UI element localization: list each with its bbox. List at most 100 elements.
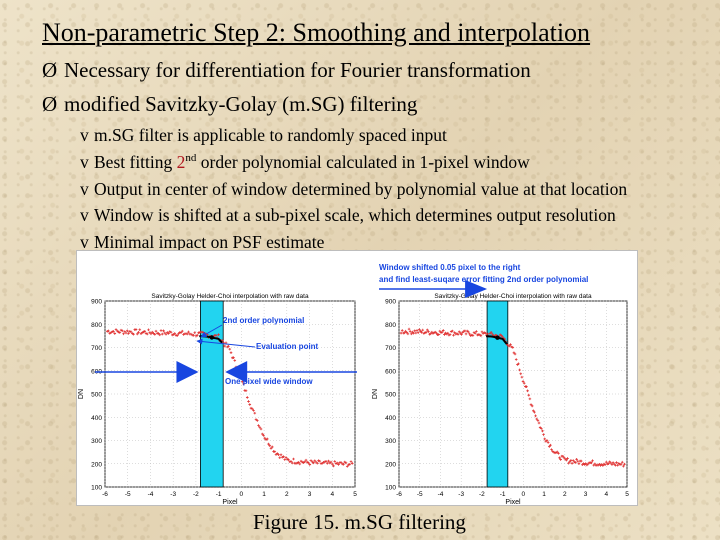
data-point [307,461,310,465]
data-point [162,329,165,333]
data-point [425,328,429,332]
msg-filtering-figure: -6 -5 -4 -3 -2 -1 0 1 2 3 4 5 100 200 300 400 500 600 700 8… [76,250,638,506]
subbullet-window-shift: v Window is shifted at a sub-pixel scale,… [80,205,616,225]
data-point [522,381,526,385]
data-point [329,460,333,464]
data-point [619,462,623,466]
data-point [277,453,280,457]
x-tick-label: 3 [308,491,312,498]
data-point [545,439,549,442]
data-point [546,441,550,444]
y-tick-label: 100 [91,485,102,492]
data-point [114,328,118,331]
diamond-bullet-icon: v [80,179,89,199]
data-point [479,334,483,338]
x-tick-label: 1 [542,491,546,498]
data-point [349,460,353,463]
data-point [287,458,290,462]
data-point [179,331,183,334]
data-point [228,347,232,351]
data-point [298,462,302,466]
figure-caption: Figure 15. m.SG filtering [253,510,466,534]
data-point [557,452,560,455]
data-point [265,437,269,441]
data-point [579,459,583,463]
data-point [615,461,618,464]
data-point [318,459,322,463]
data-point [408,330,412,333]
data-point [534,414,537,418]
data-point [242,382,245,386]
data-point [255,419,259,422]
data-point [525,385,528,388]
data-point [532,409,535,413]
data-point [164,332,168,336]
data-point [414,331,418,335]
data-point [421,328,425,332]
arrow-bullet-icon: Ø [42,58,58,82]
data-point [591,459,594,463]
data-point [149,332,153,336]
data-point [452,333,455,337]
y-tick-label: 300 [91,438,102,445]
data-point [405,331,409,334]
data-point [486,332,490,336]
x-tick-label: 4 [604,491,608,498]
data-point [252,409,255,412]
data-point [571,459,575,462]
x-tick-label: -2 [479,491,485,498]
data-point [330,462,334,466]
y-tick-label: 400 [91,415,102,422]
data-point [514,358,518,361]
data-point [120,329,124,333]
data-point [517,362,520,366]
data-point [489,330,493,334]
data-point [217,333,220,336]
data-point [420,330,423,334]
data-point [185,332,189,336]
data-point [257,424,260,427]
data-point [475,330,478,333]
data-point [324,460,328,463]
x-tick-label: -5 [417,491,423,498]
data-point [348,462,352,466]
data-point [175,334,179,337]
diamond-bullet-icon: v [80,125,89,145]
data-point [284,456,288,459]
x-tick-label: 5 [353,491,357,498]
one-pixel-window [200,300,224,488]
plot-title: Savitzky-Golay Helder-Choi interpolation… [434,293,592,300]
one-pixel-window [486,300,509,488]
arrow-bullet-icon: Ø [42,92,58,116]
arrow-to-evaluation-point [196,338,256,348]
data-point [459,331,462,335]
x-tick-label: -1 [500,491,506,498]
data-point [593,462,597,466]
data-point [112,330,115,333]
data-point [541,429,544,433]
data-point [337,463,340,466]
data-point [620,460,624,464]
data-point [537,421,541,425]
data-point [456,333,460,336]
arrow-right-head [176,361,199,383]
data-point [143,330,147,333]
diamond-bullet-icon: v [80,152,89,172]
x-tick-label: -5 [125,491,131,498]
data-point [490,332,494,336]
data-point [567,461,570,465]
data-point [468,332,471,336]
data-point [214,333,218,337]
data-point [438,329,442,333]
data-point [127,332,130,335]
x-tick-label: 1 [262,491,266,498]
data-point [232,356,235,359]
y-tick-label: 500 [91,392,102,399]
data-point [192,333,195,337]
data-point [526,389,529,393]
data-point [518,368,521,372]
data-point [448,333,452,336]
data-point [429,332,433,336]
data-point [154,329,158,333]
x-tick-label: 0 [522,491,526,498]
